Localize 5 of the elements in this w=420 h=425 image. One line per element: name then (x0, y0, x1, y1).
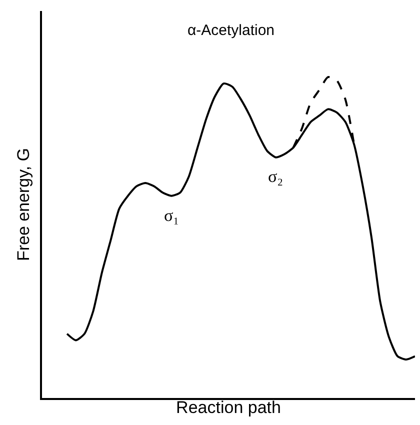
annotation: σ₁ (164, 206, 180, 225)
x-axis-title: Reaction path (176, 398, 281, 417)
chart-title: α-Acetylation (187, 22, 275, 39)
annotation: σ₂ (268, 167, 284, 186)
y-axis-title: Free energy, G (14, 148, 34, 262)
